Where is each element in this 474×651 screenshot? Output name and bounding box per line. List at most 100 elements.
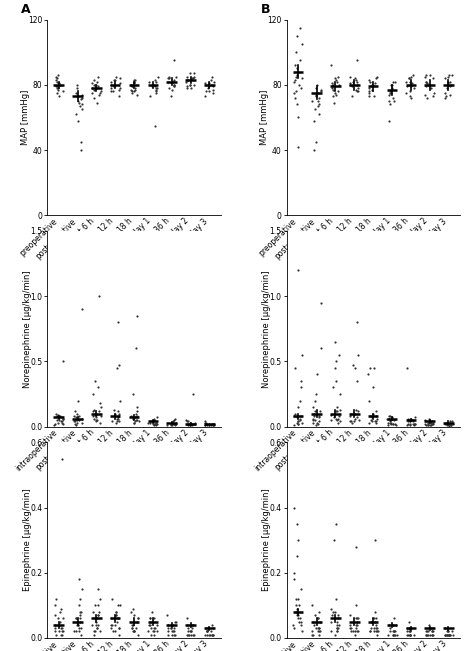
Point: [91, 291, 98, 301]
Point: [315, 415, 323, 425]
Point: [182, 420, 190, 430]
Point: [370, 613, 378, 624]
Point: [167, 620, 174, 630]
Point: [427, 416, 435, 426]
Point: [190, 623, 197, 633]
Point: [73, 145, 80, 155]
Point: [311, 416, 319, 426]
Point: [411, 413, 419, 424]
Point: [146, 416, 154, 426]
Point: [353, 416, 360, 426]
Point: [169, 626, 176, 637]
Point: [97, 623, 104, 633]
Point: [164, 623, 172, 633]
Point: [335, 519, 342, 529]
Point: [71, 616, 79, 627]
Point: [90, 415, 97, 425]
Point: [204, 91, 212, 102]
Point: [169, 55, 176, 66]
Point: [209, 420, 216, 430]
Point: [310, 92, 318, 103]
Point: [73, 416, 80, 426]
Point: [428, 626, 436, 637]
Point: [70, 413, 77, 424]
Point: [109, 610, 117, 620]
Point: [403, 88, 410, 98]
Point: [371, 78, 379, 89]
Point: [311, 408, 319, 419]
Point: [165, 85, 173, 95]
Point: [426, 78, 433, 89]
Point: [389, 413, 396, 424]
Point: [207, 626, 215, 637]
Point: [430, 630, 438, 640]
Point: [423, 626, 430, 637]
Point: [73, 413, 81, 424]
Point: [113, 79, 120, 90]
Point: [70, 395, 77, 406]
Point: [347, 416, 355, 426]
Point: [317, 86, 324, 96]
Point: [116, 81, 123, 92]
Point: [97, 398, 105, 408]
Point: [425, 417, 433, 428]
Point: [410, 416, 418, 426]
Point: [205, 419, 213, 429]
Point: [57, 594, 65, 604]
Point: [58, 600, 66, 611]
Point: [170, 623, 177, 633]
Point: [70, 626, 77, 637]
Point: [93, 89, 101, 100]
Point: [97, 412, 104, 422]
Point: [411, 630, 419, 640]
Point: [336, 89, 344, 100]
Point: [372, 75, 379, 85]
Point: [206, 420, 213, 430]
Point: [77, 412, 84, 422]
Point: [133, 623, 141, 633]
Point: [292, 265, 299, 275]
Point: [447, 420, 455, 430]
Point: [190, 79, 197, 90]
Point: [183, 630, 191, 640]
Point: [408, 626, 415, 637]
Point: [296, 73, 303, 83]
Point: [94, 376, 102, 386]
Point: [373, 382, 380, 393]
Point: [327, 76, 335, 87]
Point: [297, 47, 305, 57]
Point: [293, 607, 301, 617]
Point: [388, 413, 395, 424]
Point: [131, 89, 139, 100]
Point: [315, 630, 322, 640]
Point: [208, 420, 215, 430]
Point: [365, 83, 373, 93]
Point: [389, 96, 397, 106]
Point: [410, 623, 418, 633]
Point: [189, 75, 196, 85]
Point: [185, 420, 193, 430]
Point: [430, 70, 438, 80]
Point: [96, 72, 103, 82]
Point: [297, 55, 304, 66]
Point: [427, 83, 434, 93]
Point: [112, 72, 120, 82]
Point: [297, 419, 304, 429]
Point: [351, 350, 359, 360]
Point: [186, 620, 193, 630]
Point: [352, 620, 360, 630]
Point: [442, 78, 449, 89]
Point: [444, 420, 452, 430]
Point: [335, 616, 343, 627]
Point: [126, 613, 134, 624]
Point: [90, 83, 97, 93]
Point: [328, 86, 336, 96]
Point: [133, 416, 141, 426]
Point: [203, 81, 210, 92]
Point: [290, 402, 297, 412]
Point: [189, 620, 196, 630]
Point: [107, 413, 115, 424]
Point: [76, 584, 83, 594]
Point: [403, 630, 411, 640]
Point: [385, 415, 392, 425]
